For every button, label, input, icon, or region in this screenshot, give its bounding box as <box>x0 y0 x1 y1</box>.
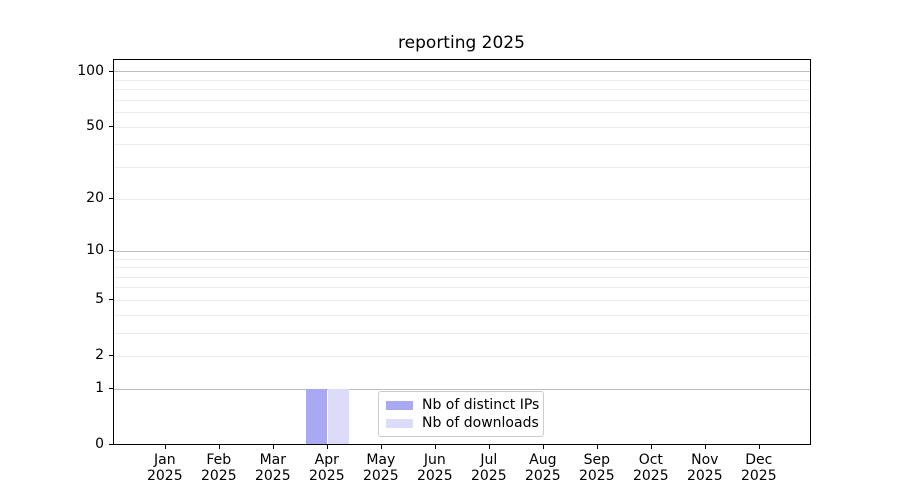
x-tick-label: Feb 2025 <box>177 452 261 484</box>
y-tick-label: 50 <box>86 118 104 135</box>
x-tick-year: 2025 <box>416 468 453 484</box>
gridline-major <box>114 388 810 390</box>
legend-label-downloads: Nb of downloads <box>422 415 539 431</box>
legend: Nb of distinct IPs Nb of downloads <box>378 391 544 437</box>
x-tick-year: 2025 <box>632 468 669 484</box>
x-tick-label: Jun 2025 <box>393 452 477 484</box>
y-tick <box>108 388 114 390</box>
y-tick <box>108 355 114 357</box>
y-tick-label: 20 <box>86 190 104 206</box>
x-tick <box>758 445 760 450</box>
x-tick-year: 2025 <box>740 468 777 484</box>
x-tick-label: May 2025 <box>339 452 423 484</box>
x-tick <box>488 445 490 450</box>
x-tick-month: Mar <box>259 452 286 468</box>
y-tick-label: 1 <box>95 380 104 397</box>
gridline-minor <box>114 126 810 128</box>
gridline-minor <box>114 287 810 289</box>
x-tick-year: 2025 <box>200 468 237 484</box>
x-tick-year: 2025 <box>308 468 345 484</box>
x-tick-year: 2025 <box>362 468 399 484</box>
gridline-minor <box>114 314 810 316</box>
x-tick <box>542 445 544 450</box>
x-tick-year: 2025 <box>254 468 291 484</box>
x-tick <box>272 445 274 450</box>
y-tick-label: 100 <box>77 62 104 79</box>
gridline-minor <box>114 355 810 357</box>
x-tick-month: Sep <box>583 452 610 468</box>
y-tick <box>108 70 114 72</box>
plot-area <box>113 59 811 445</box>
x-tick-month: May <box>366 452 396 468</box>
legend-swatch-downloads <box>386 418 413 428</box>
bar-distinct-ips-apr <box>305 388 328 444</box>
x-tick <box>704 445 706 450</box>
x-tick-month: Apr <box>314 452 339 468</box>
gridline-minor <box>114 167 810 168</box>
x-tick-month: Dec <box>745 452 773 468</box>
gridline-major <box>114 71 810 73</box>
y-tick <box>108 126 114 128</box>
x-tick-month: Jan <box>154 452 176 468</box>
y-tick-label: 0 <box>95 436 104 453</box>
gridline-minor <box>114 99 810 101</box>
x-tick-label: Nov 2025 <box>663 452 747 484</box>
x-tick-month: Jul <box>480 452 498 468</box>
x-tick-label: Dec 2025 <box>717 452 801 484</box>
y-tick-label: 5 <box>95 291 104 308</box>
x-tick <box>218 445 220 450</box>
bar-downloads-apr <box>327 388 350 444</box>
x-tick-label: Oct 2025 <box>609 452 693 484</box>
chart-title: reporting 2025 <box>398 33 525 53</box>
gridline-minor <box>114 258 810 260</box>
x-tick-month: Nov <box>691 452 719 468</box>
x-tick-year: 2025 <box>470 468 507 484</box>
gridline-minor <box>114 89 810 91</box>
y-tick-label: 2 <box>95 347 104 364</box>
x-tick-label: Jul 2025 <box>447 452 531 484</box>
x-tick-year: 2025 <box>578 468 615 484</box>
gridline-minor <box>114 276 810 278</box>
x-tick <box>326 445 328 450</box>
x-tick-month: Feb <box>206 452 232 468</box>
x-tick <box>596 445 598 450</box>
x-tick-label: Jan 2025 <box>123 452 207 484</box>
legend-item: Nb of downloads <box>386 414 539 432</box>
gridline-minor <box>114 332 810 334</box>
y-tick <box>108 250 114 252</box>
x-tick-year: 2025 <box>524 468 561 484</box>
gridline-major <box>114 250 810 252</box>
y-tick-label: 10 <box>86 242 104 259</box>
x-tick-year: 2025 <box>686 468 723 484</box>
y-tick <box>108 299 114 301</box>
x-tick-month: Jun <box>423 452 446 468</box>
gridline-minor <box>114 79 810 81</box>
x-tick <box>434 445 436 450</box>
legend-swatch-distinct-ips <box>386 400 413 410</box>
x-tick-month: Aug <box>529 452 557 468</box>
gridline-minor <box>114 112 810 114</box>
gridline-minor <box>114 198 810 200</box>
y-tick <box>108 444 114 446</box>
x-tick-year: 2025 <box>146 468 183 484</box>
gridline-minor <box>114 299 810 301</box>
x-tick <box>380 445 382 450</box>
x-tick-label: Sep 2025 <box>555 452 639 484</box>
x-tick-label: Apr 2025 <box>285 452 369 484</box>
legend-label-distinct-ips: Nb of distinct IPs <box>422 397 540 413</box>
x-tick-label: Mar 2025 <box>231 452 315 484</box>
x-tick-month: Oct <box>638 452 663 468</box>
legend-item: Nb of distinct IPs <box>386 396 539 414</box>
x-tick <box>164 445 166 450</box>
gridline-minor <box>114 267 810 268</box>
x-tick-label: Aug 2025 <box>501 452 585 484</box>
x-tick <box>650 445 652 450</box>
gridline-minor <box>114 144 810 146</box>
y-tick <box>108 198 114 199</box>
